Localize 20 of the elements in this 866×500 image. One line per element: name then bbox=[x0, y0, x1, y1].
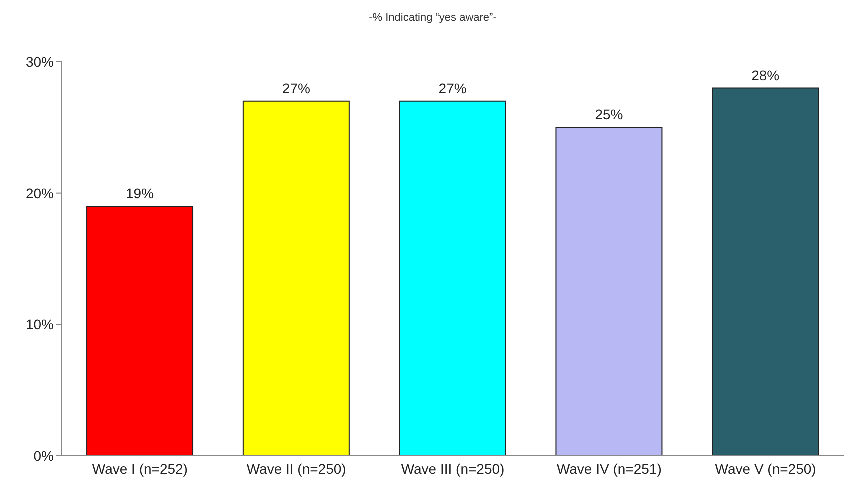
data-label: 25% bbox=[595, 106, 624, 123]
x-tick-label: Wave V (n=250) bbox=[715, 460, 816, 477]
x-tick-label: Wave II (n=250) bbox=[246, 460, 346, 477]
bar bbox=[712, 88, 820, 456]
data-label: 19% bbox=[126, 185, 154, 202]
y-tick-label: 20% bbox=[26, 185, 54, 202]
y-tick-label: 0% bbox=[34, 448, 54, 464]
data-label: 27% bbox=[438, 80, 467, 96]
bar bbox=[399, 100, 506, 456]
bar bbox=[242, 100, 350, 456]
y-tick-label: 10% bbox=[26, 316, 54, 333]
data-label: 28% bbox=[752, 67, 780, 84]
data-label: 27% bbox=[282, 80, 310, 96]
y-tick-label: 30% bbox=[26, 54, 54, 70]
bar bbox=[556, 127, 663, 456]
chart-title: -% Indicating “yes aware”- bbox=[368, 12, 498, 24]
x-tick-label: Wave I (n=252) bbox=[92, 460, 188, 477]
bar bbox=[86, 206, 194, 456]
x-tick-label: Wave III (n=250) bbox=[401, 460, 505, 477]
x-tick-label: Wave IV (n=251) bbox=[556, 460, 662, 477]
